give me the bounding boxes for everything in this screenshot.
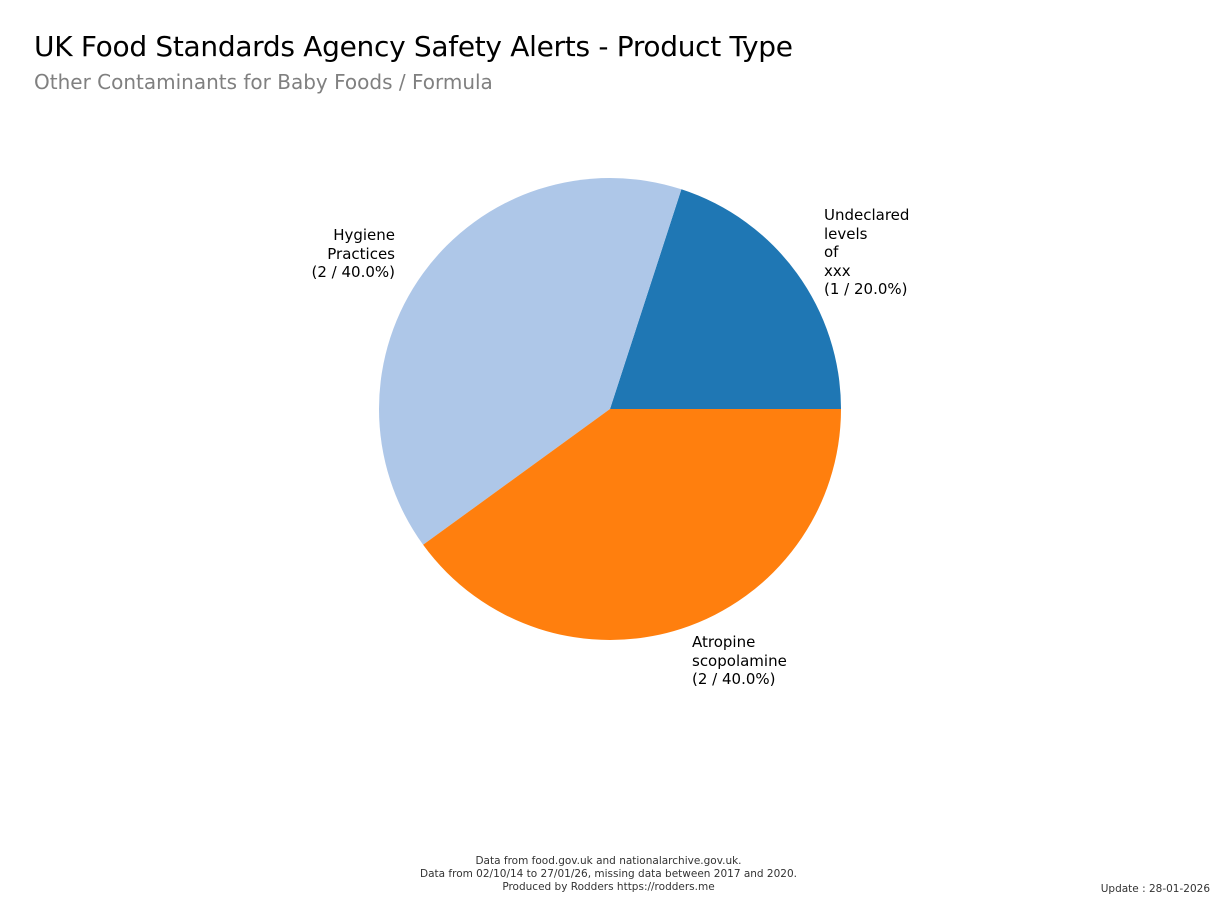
pie-slice-undeclared-levels-of-xxx bbox=[610, 189, 841, 409]
pie-slice-hygiene-practices bbox=[379, 177, 682, 545]
footer-line-1: Data from food.gov.uk and nationalarchiv… bbox=[475, 855, 742, 867]
slice-label-hygiene: Hygiene Practices (2 / 40.0%) bbox=[311, 226, 396, 281]
footer-line-3: Produced by Rodders https://rodders.me bbox=[502, 881, 715, 893]
chart-subtitle: Other Contaminants for Baby Foods / Form… bbox=[34, 70, 493, 94]
slice-label-atropine: Atropine scopolamine (2 / 40.0%) bbox=[692, 633, 787, 688]
pie-slice-atropine-scopolamine bbox=[423, 409, 841, 640]
footer-line-2: Data from 02/10/14 to 27/01/26, missing … bbox=[420, 868, 797, 880]
update-date: Update : 28-01-2026 bbox=[1100, 883, 1210, 895]
chart-title: UK Food Standards Agency Safety Alerts -… bbox=[34, 30, 793, 63]
slice-label-undeclared: Undeclared levels of xxx (1 / 20.0%) bbox=[824, 206, 910, 298]
footer-notes: Data from food.gov.uk and nationalarchiv… bbox=[0, 855, 1217, 894]
